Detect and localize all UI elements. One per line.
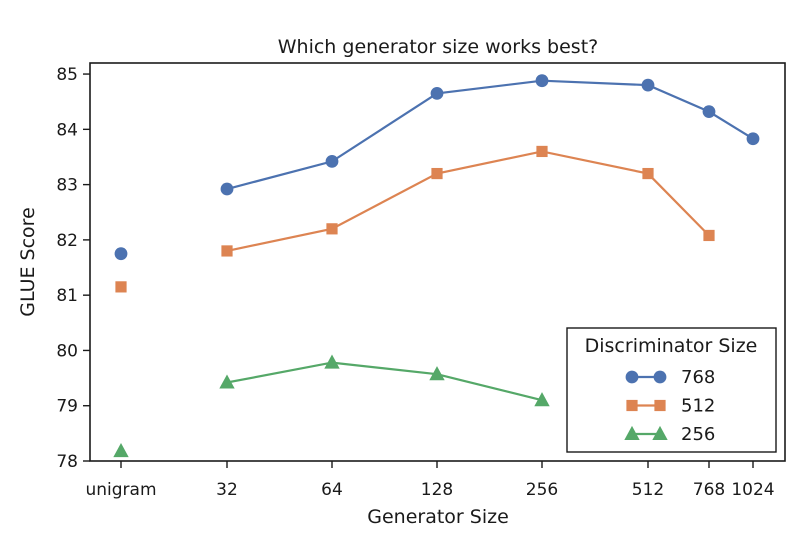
data-point bbox=[746, 132, 760, 146]
series-256 bbox=[113, 354, 550, 458]
data-point bbox=[221, 245, 233, 257]
y-tick-label: 84 bbox=[56, 120, 78, 140]
x-tick-label: 512 bbox=[632, 480, 664, 500]
legend-label: 768 bbox=[681, 367, 715, 388]
legend-label: 512 bbox=[681, 396, 715, 417]
legend-item: 768 bbox=[625, 367, 715, 388]
x-tick-label: 768 bbox=[693, 480, 725, 500]
x-tick-label: 256 bbox=[526, 480, 558, 500]
unigram-point bbox=[115, 281, 127, 293]
data-point bbox=[702, 105, 716, 119]
series-line bbox=[226, 150, 710, 253]
data-point bbox=[536, 145, 548, 158]
legend-box bbox=[566, 327, 777, 453]
legend: Discriminator Size 768 512 256 bbox=[566, 327, 777, 453]
legend-title: Discriminator Size bbox=[585, 335, 758, 357]
data-point bbox=[641, 78, 655, 92]
y-tick-label: 79 bbox=[56, 397, 78, 417]
y-tick-label: 78 bbox=[56, 452, 78, 472]
data-point bbox=[429, 366, 445, 381]
x-tick-label: 64 bbox=[321, 480, 343, 500]
legend-item: 512 bbox=[626, 396, 715, 417]
x-tick-label: 128 bbox=[421, 480, 453, 500]
chart-title: Which generator size works best? bbox=[278, 36, 598, 58]
data-point bbox=[534, 392, 550, 407]
legend-marker bbox=[654, 399, 666, 412]
series-768 bbox=[114, 74, 760, 261]
data-point bbox=[325, 154, 339, 168]
data-point bbox=[642, 167, 654, 180]
data-point bbox=[220, 182, 234, 196]
legend-marker bbox=[624, 425, 640, 441]
data-point bbox=[703, 229, 715, 242]
data-point bbox=[431, 167, 443, 180]
x-axis-label: Generator Size bbox=[367, 506, 509, 528]
plot-area bbox=[113, 74, 760, 458]
series-512 bbox=[115, 145, 715, 293]
y-tick-label: 81 bbox=[56, 286, 78, 306]
y-tick-label: 85 bbox=[56, 65, 78, 85]
x-tick-label: 32 bbox=[216, 480, 238, 500]
x-tick-label: unigram bbox=[85, 480, 156, 500]
legend-marker bbox=[626, 399, 638, 412]
unigram-point bbox=[114, 247, 128, 261]
axes: 78 79 80 81 82 83 84 85 unigram 32 64 128 256 512 768 1… bbox=[56, 65, 774, 500]
y-axis-label: GLUE Score bbox=[17, 207, 39, 317]
y-tick-label: 83 bbox=[56, 176, 78, 196]
legend-item: 256 bbox=[624, 424, 715, 445]
x-tick-label: 1024 bbox=[731, 480, 774, 500]
data-point bbox=[430, 87, 444, 100]
series-line bbox=[226, 79, 754, 191]
legend-marker bbox=[625, 370, 639, 384]
y-tick-label: 82 bbox=[56, 231, 78, 251]
data-point bbox=[326, 223, 338, 235]
data-point bbox=[535, 74, 549, 88]
legend-marker bbox=[653, 370, 667, 384]
data-point bbox=[324, 354, 340, 369]
legend-marker bbox=[652, 425, 668, 441]
series-line bbox=[226, 361, 543, 402]
data-point bbox=[219, 374, 235, 389]
y-tick-label: 80 bbox=[56, 341, 78, 361]
legend-label: 256 bbox=[681, 424, 715, 445]
unigram-point bbox=[113, 442, 129, 458]
